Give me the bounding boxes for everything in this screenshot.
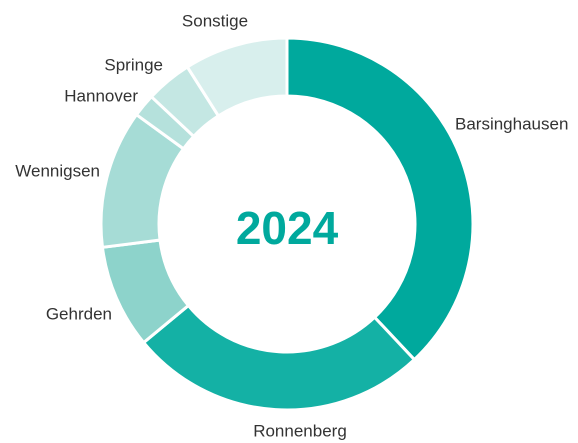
segment-label: Wennigsen bbox=[15, 161, 100, 180]
center-label: 2024 bbox=[236, 202, 339, 254]
segment-label: Springe bbox=[104, 55, 163, 74]
segment-label: Sonstige bbox=[182, 11, 248, 30]
donut-segment bbox=[141, 303, 417, 412]
segment-label: Barsinghausen bbox=[455, 114, 568, 133]
donut-segment bbox=[185, 36, 289, 118]
segment-label: Hannover bbox=[64, 86, 138, 105]
segment-label: Gehrden bbox=[46, 304, 112, 323]
segment-label: Ronnenberg bbox=[253, 421, 347, 440]
donut-segment bbox=[285, 36, 475, 362]
